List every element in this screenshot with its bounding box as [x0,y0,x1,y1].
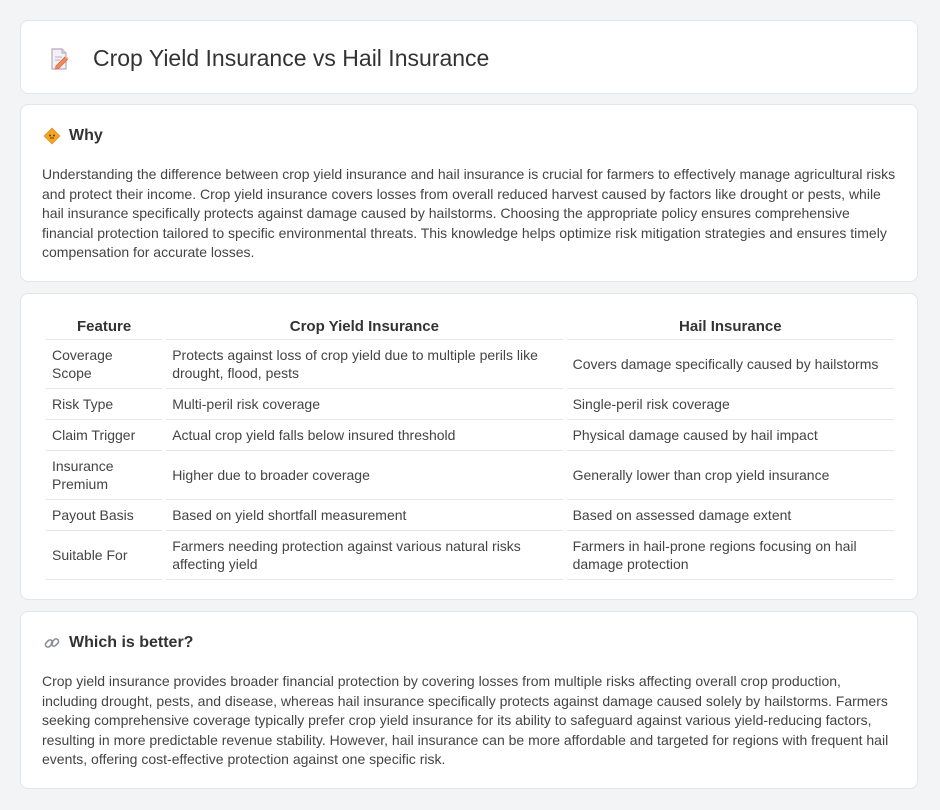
crop-yield-cell: Farmers needing protection against vario… [166,531,563,580]
table-row: Insurance Premium Higher due to broader … [46,451,894,500]
document-pencil-icon [47,47,71,71]
why-heading: Why [69,127,103,144]
hail-cell: Physical damage caused by hail impact [566,420,894,451]
feature-cell: Risk Type [46,389,163,420]
header-card: Crop Yield Insurance vs Hail Insurance [20,20,918,94]
comparison-table: Feature Crop Yield Insurance Hail Insura… [42,315,898,580]
column-header-crop-yield: Crop Yield Insurance [166,315,563,340]
hail-cell: Farmers in hail-prone regions focusing o… [566,531,894,580]
crop-yield-cell: Higher due to broader coverage [166,451,563,500]
why-text: Understanding the difference between cro… [42,166,896,261]
crop-yield-cell: Based on yield shortfall measurement [166,500,563,531]
table-row: Payout Basis Based on yield shortfall me… [46,500,894,531]
feature-cell: Insurance Premium [46,451,163,500]
feature-cell: Claim Trigger [46,420,163,451]
feature-cell: Suitable For [46,531,163,580]
table-row: Coverage Scope Protects against loss of … [46,340,894,389]
why-section: Why Understanding the difference between… [20,104,918,282]
hail-cell: Single-peril risk coverage [566,389,894,420]
hail-cell: Covers damage specifically caused by hai… [566,340,894,389]
crop-yield-cell: Multi-peril risk coverage [166,389,563,420]
feature-cell: Coverage Scope [46,340,163,389]
page-title: Crop Yield Insurance vs Hail Insurance [93,45,490,71]
table-row: Risk Type Multi-peril risk coverage Sing… [46,389,894,420]
which-is-better-heading: Which is better? [69,634,194,651]
link-icon [43,634,61,652]
table-row: Claim Trigger Actual crop yield falls be… [46,420,894,451]
column-header-hail: Hail Insurance [566,315,894,340]
which-is-better-text: Crop yield insurance provides broader fi… [42,673,889,768]
hail-cell: Generally lower than crop yield insuranc… [566,451,894,500]
comparison-table-card: Feature Crop Yield Insurance Hail Insura… [20,293,918,600]
crop-yield-cell: Protects against loss of crop yield due … [166,340,563,389]
table-header-row: Feature Crop Yield Insurance Hail Insura… [46,315,894,340]
feature-cell: Payout Basis [46,500,163,531]
table-row: Suitable For Farmers needing protection … [46,531,894,580]
hail-cell: Based on assessed damage extent [566,500,894,531]
column-header-feature: Feature [46,315,163,340]
crop-yield-cell: Actual crop yield falls below insured th… [166,420,563,451]
diamond-sign-icon [43,127,61,145]
which-is-better-section: Which is better? Crop yield insurance pr… [20,611,918,789]
